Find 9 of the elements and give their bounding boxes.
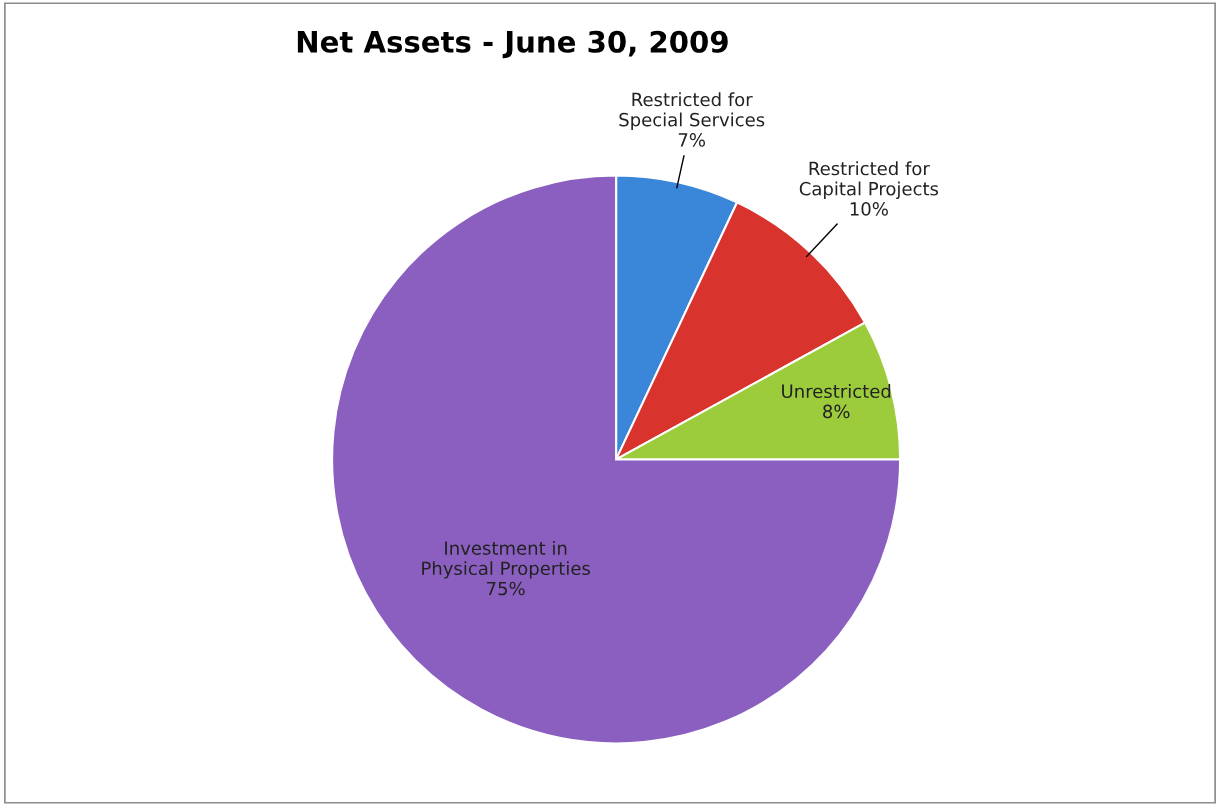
slice-label: Unrestricted: [782, 384, 891, 399]
data-label: 10%: [850, 202, 888, 216]
slice-label: Restricted for Special Services: [619, 92, 765, 130]
data-label: 75%: [487, 581, 525, 596]
chart-title: Net Assets - June 30, 2009: [297, 30, 728, 59]
data-label: 7%: [678, 133, 706, 147]
slice-label: Investment in Physical Properties: [422, 540, 590, 579]
slice-label: Restricted for Capital Projects: [799, 161, 939, 199]
data-label: 8%: [823, 404, 850, 419]
